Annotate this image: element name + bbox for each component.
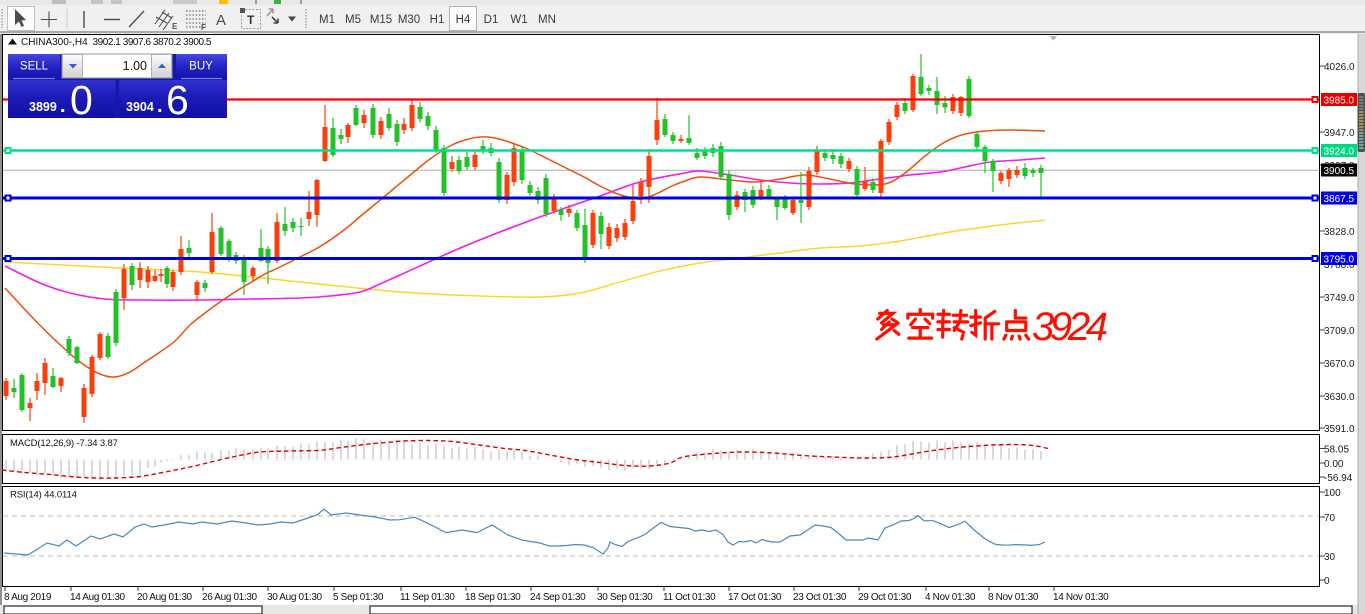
svg-text:3867.5: 3867.5: [1324, 194, 1355, 205]
svg-text:F: F: [201, 23, 206, 32]
svg-text:3709.0: 3709.0: [1324, 326, 1355, 337]
svg-text:E: E: [172, 22, 178, 31]
svg-text:A: A: [216, 12, 226, 29]
svg-text:M30: M30: [398, 14, 420, 26]
svg-text:26 Aug 01:30: 26 Aug 01:30: [202, 592, 258, 603]
svg-text:11 Sep 01:30: 11 Sep 01:30: [400, 592, 455, 603]
svg-text:70: 70: [1324, 513, 1336, 524]
svg-text:-56.94: -56.94: [1324, 473, 1353, 484]
svg-text:CHINA300-,H4: CHINA300-,H4: [21, 37, 88, 48]
svg-text:.: .: [157, 95, 163, 117]
svg-text:1.00: 1.00: [123, 59, 147, 73]
svg-text:29 Oct 01:30: 29 Oct 01:30: [858, 592, 912, 603]
svg-text:3899: 3899: [29, 100, 57, 114]
svg-text:H4: H4: [456, 14, 471, 26]
svg-text:0: 0: [70, 77, 93, 123]
svg-text:23 Oct 01:30: 23 Oct 01:30: [793, 592, 847, 603]
svg-text:M15: M15: [370, 14, 392, 26]
svg-text:3900.5: 3900.5: [1324, 166, 1355, 177]
svg-text:11 Oct 01:30: 11 Oct 01:30: [663, 592, 716, 603]
svg-text:3985.0: 3985.0: [1324, 95, 1355, 106]
svg-text:3904: 3904: [126, 100, 154, 114]
svg-text:3788.0: 3788.0: [1324, 260, 1355, 271]
svg-text:3924.0: 3924.0: [1324, 146, 1355, 157]
svg-text:3630.0: 3630.0: [1324, 392, 1355, 403]
svg-text:4 Nov 01:30: 4 Nov 01:30: [925, 592, 976, 603]
svg-text:SELL: SELL: [20, 61, 49, 73]
svg-text:3795.0: 3795.0: [1324, 254, 1355, 265]
svg-text:30: 30: [1324, 552, 1336, 563]
svg-text:M1: M1: [319, 14, 335, 26]
svg-text:0.00: 0.00: [1324, 459, 1344, 470]
svg-text:30 Sep 01:30: 30 Sep 01:30: [597, 592, 653, 603]
svg-text:MACD(12,26,9) -7.34 3.87: MACD(12,26,9) -7.34 3.87: [10, 438, 118, 449]
svg-text:6: 6: [166, 77, 189, 123]
svg-text:17 Oct 01:30: 17 Oct 01:30: [728, 592, 782, 603]
svg-text:H1: H1: [430, 14, 445, 26]
svg-text:W1: W1: [510, 14, 527, 26]
svg-text:3670.0: 3670.0: [1324, 359, 1355, 370]
svg-text:3947.0: 3947.0: [1324, 128, 1355, 139]
svg-text:8 Aug 2019: 8 Aug 2019: [4, 592, 52, 603]
svg-text:5 Sep 01:30: 5 Sep 01:30: [333, 592, 384, 603]
svg-text:M5: M5: [345, 14, 361, 26]
svg-text:30 Aug 01:30: 30 Aug 01:30: [267, 592, 323, 603]
svg-text:3591.0: 3591.0: [1324, 424, 1355, 435]
svg-text:RSI(14) 44.0114: RSI(14) 44.0114: [10, 490, 77, 501]
svg-text:3924: 3924: [1032, 305, 1108, 349]
svg-text:14 Aug 01:30: 14 Aug 01:30: [70, 592, 126, 603]
svg-text:0: 0: [1324, 576, 1330, 587]
svg-text:.: .: [60, 95, 66, 117]
svg-text:BUY: BUY: [189, 61, 213, 73]
svg-text:T: T: [247, 13, 255, 27]
svg-text:24 Sep 01:30: 24 Sep 01:30: [530, 592, 586, 603]
svg-text:58.05: 58.05: [1324, 445, 1349, 456]
svg-text:3749.0: 3749.0: [1324, 293, 1355, 304]
svg-text:D1: D1: [484, 14, 499, 26]
svg-text:3902.1 3907.6 3870.2 3900.5: 3902.1 3907.6 3870.2 3900.5: [93, 37, 212, 48]
svg-text:8 Nov 01:30: 8 Nov 01:30: [988, 592, 1039, 603]
svg-text:20 Aug 01:30: 20 Aug 01:30: [137, 592, 193, 603]
svg-text:14 Nov 01:30: 14 Nov 01:30: [1053, 592, 1109, 603]
svg-text:3828.0: 3828.0: [1324, 227, 1355, 238]
svg-text:MN: MN: [538, 14, 556, 26]
svg-text:18 Sep 01:30: 18 Sep 01:30: [465, 592, 521, 603]
svg-text:4026.0: 4026.0: [1324, 62, 1355, 73]
svg-text:100: 100: [1324, 488, 1341, 499]
